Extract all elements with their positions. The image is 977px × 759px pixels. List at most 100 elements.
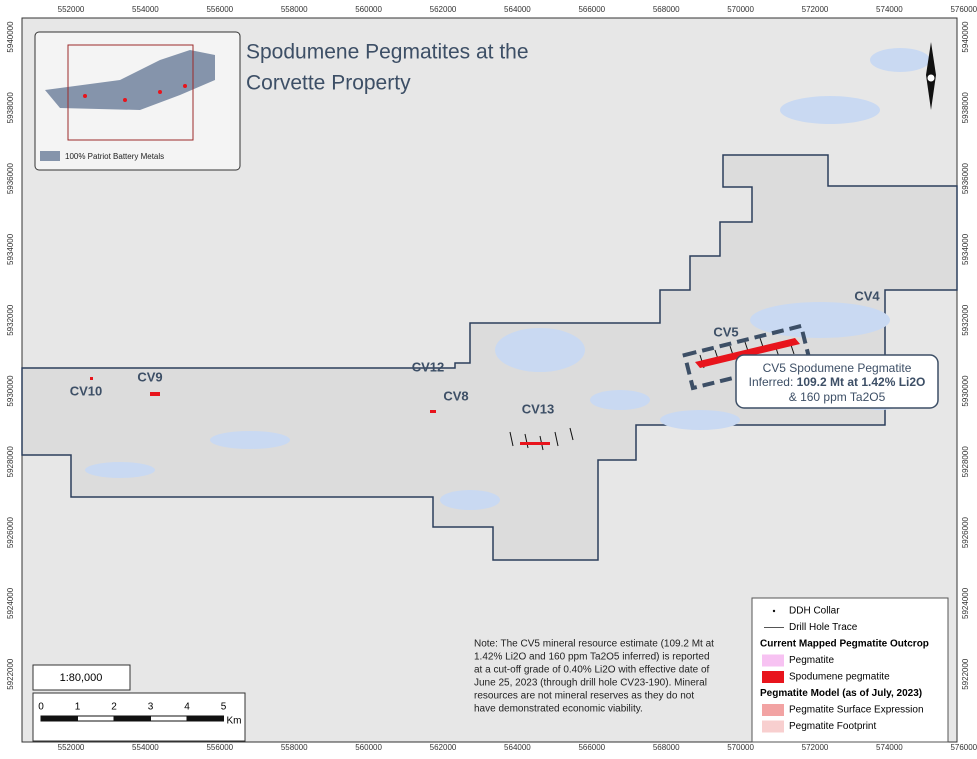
note-line: resources are not mineral reserves as th… [474,691,694,702]
scale-tick-label: 1 [75,702,81,713]
y-coordinate: 5938000 [961,92,970,124]
y-coordinate: 5932000 [961,304,970,336]
legend-label: DDH Collar [789,606,840,617]
deposit-label: CV10 [70,383,103,398]
x-coordinate: 562000 [430,5,457,14]
inset-map: 100% Patriot Battery Metals [34,31,241,171]
property-outline [21,154,958,561]
x-coordinate: 566000 [578,743,605,752]
x-coordinate: 570000 [727,5,754,14]
y-coordinate: 5940000 [6,21,15,53]
legend-label: Drill Hole Trace [789,622,858,633]
scale-segment [113,715,151,722]
y-coordinate: 5940000 [961,21,970,53]
x-coordinate: 556000 [206,5,233,14]
y-coordinate: 5934000 [961,233,970,265]
legend-swatch [762,704,784,716]
legend-point [772,609,776,613]
title-line: Spodumene Pegmatites at the [246,41,529,64]
inset-legend-swatch [40,151,60,161]
x-coordinate: 554000 [132,5,159,14]
x-coordinate: 554000 [132,743,159,752]
scale-tick-label: 3 [148,702,154,713]
deposit-label: CV9 [137,369,162,384]
title-line: Corvette Property [246,72,411,95]
legend-heading: Current Mapped Pegmatite Outcrop [760,639,929,650]
scale-bar: 0 1 2 3 4 5Km [38,702,241,727]
x-coordinate: 562000 [430,743,457,752]
note-line: 1.42% Li2O and 160 ppm Ta2O5 inferred) i… [474,652,710,663]
x-coordinate: 566000 [578,5,605,14]
deposit-label: CV12 [412,359,445,374]
x-coordinate: 568000 [653,5,680,14]
deposit-label: CV4 [854,288,880,303]
coordinates: 552000 552000 554000 554000 556000 556000 5580… [6,5,977,752]
x-coordinate: 556000 [206,743,233,752]
scale-tick-label: 0 [38,702,44,713]
y-coordinate: 5934000 [6,233,15,265]
deposit-label: CV13 [522,401,555,416]
x-coordinate: 576000 [950,5,977,14]
scale-tick-label: 5 [221,702,227,713]
legend-label: Spodumene pegmatite [789,672,890,683]
y-coordinate: 5924000 [961,587,970,619]
deposit-labels: CV10 CV9 CV12 CV8 CV13 CV5 CV4 [70,288,881,416]
scale-ratio-box [32,664,131,691]
x-coordinate: 558000 [281,743,308,752]
y-coordinate: 5936000 [961,162,970,194]
deposit-label: CV5 [713,324,738,339]
x-coordinate: 552000 [58,5,85,14]
scale-segment [77,715,115,722]
x-coordinate: 552000 [58,743,85,752]
legend-box [751,597,949,743]
x-coordinate: 560000 [355,5,382,14]
legend-swatch [762,720,784,733]
y-coordinate: 5922000 [961,658,970,690]
callout-highlight: 109.2 Mt at 1.42% Li2O [797,375,926,389]
y-coordinate: 5932000 [6,304,15,336]
x-coordinate: 568000 [653,743,680,752]
scale-tick-label: 2 [111,702,117,713]
scale-segment [40,715,78,722]
note-line: June 25, 2023 (through drill hole CV23-1… [474,678,707,689]
scale-ratio: 1:80,000 [60,672,103,684]
note: Note: The CV5 mineral resource estimate … [474,639,714,715]
x-coordinate: 564000 [504,743,531,752]
scale-segment [150,715,188,722]
x-coordinate: 572000 [802,5,829,14]
x-coordinate: 564000 [504,5,531,14]
scale-segment [186,715,224,722]
y-coordinate: 5926000 [961,516,970,548]
x-coordinate: 570000 [727,743,754,752]
y-coordinate: 5924000 [6,587,15,619]
legend-heading: Pegmatite Model (as of July, 2023) [760,688,922,699]
x-coordinate: 572000 [802,743,829,752]
scale-unit: Km [227,716,242,727]
y-coordinate: 5930000 [961,375,970,407]
scale-tick-label: 4 [184,702,190,713]
x-coordinate: 576000 [950,743,977,752]
x-coordinate: 574000 [876,5,903,14]
y-coordinate: 5928000 [961,446,970,478]
deposit-label: CV8 [443,388,468,403]
cv5-highlight [682,323,812,391]
callout-title: CV5 Spodumene Pegmatite [763,361,912,375]
legend-swatch [762,671,784,683]
inset-claims [45,50,215,110]
inset-legend-label: 100% Patriot Battery Metals [65,152,164,161]
legend: DDH Collar Drill Hole Trace Current Mapped… [760,606,929,733]
y-coordinate: 5936000 [6,162,15,194]
callout-suffix: & 160 ppm Ta2O5 [789,390,886,404]
north-arrow [926,42,936,110]
y-coordinate: 5922000 [6,658,15,690]
callout-prefix: Inferred: [749,375,794,389]
y-coordinate: 5926000 [6,516,15,548]
callout-box [735,354,939,409]
note-line: have demonstrated economic viability. [474,704,643,715]
x-coordinate: 558000 [281,5,308,14]
y-coordinate: 5938000 [6,92,15,124]
legend-label: Pegmatite Footprint [789,721,876,732]
legend-swatch [762,654,784,667]
callout-inferred: Inferred: 109.2 Mt at 1.42% Li2O [749,375,926,389]
